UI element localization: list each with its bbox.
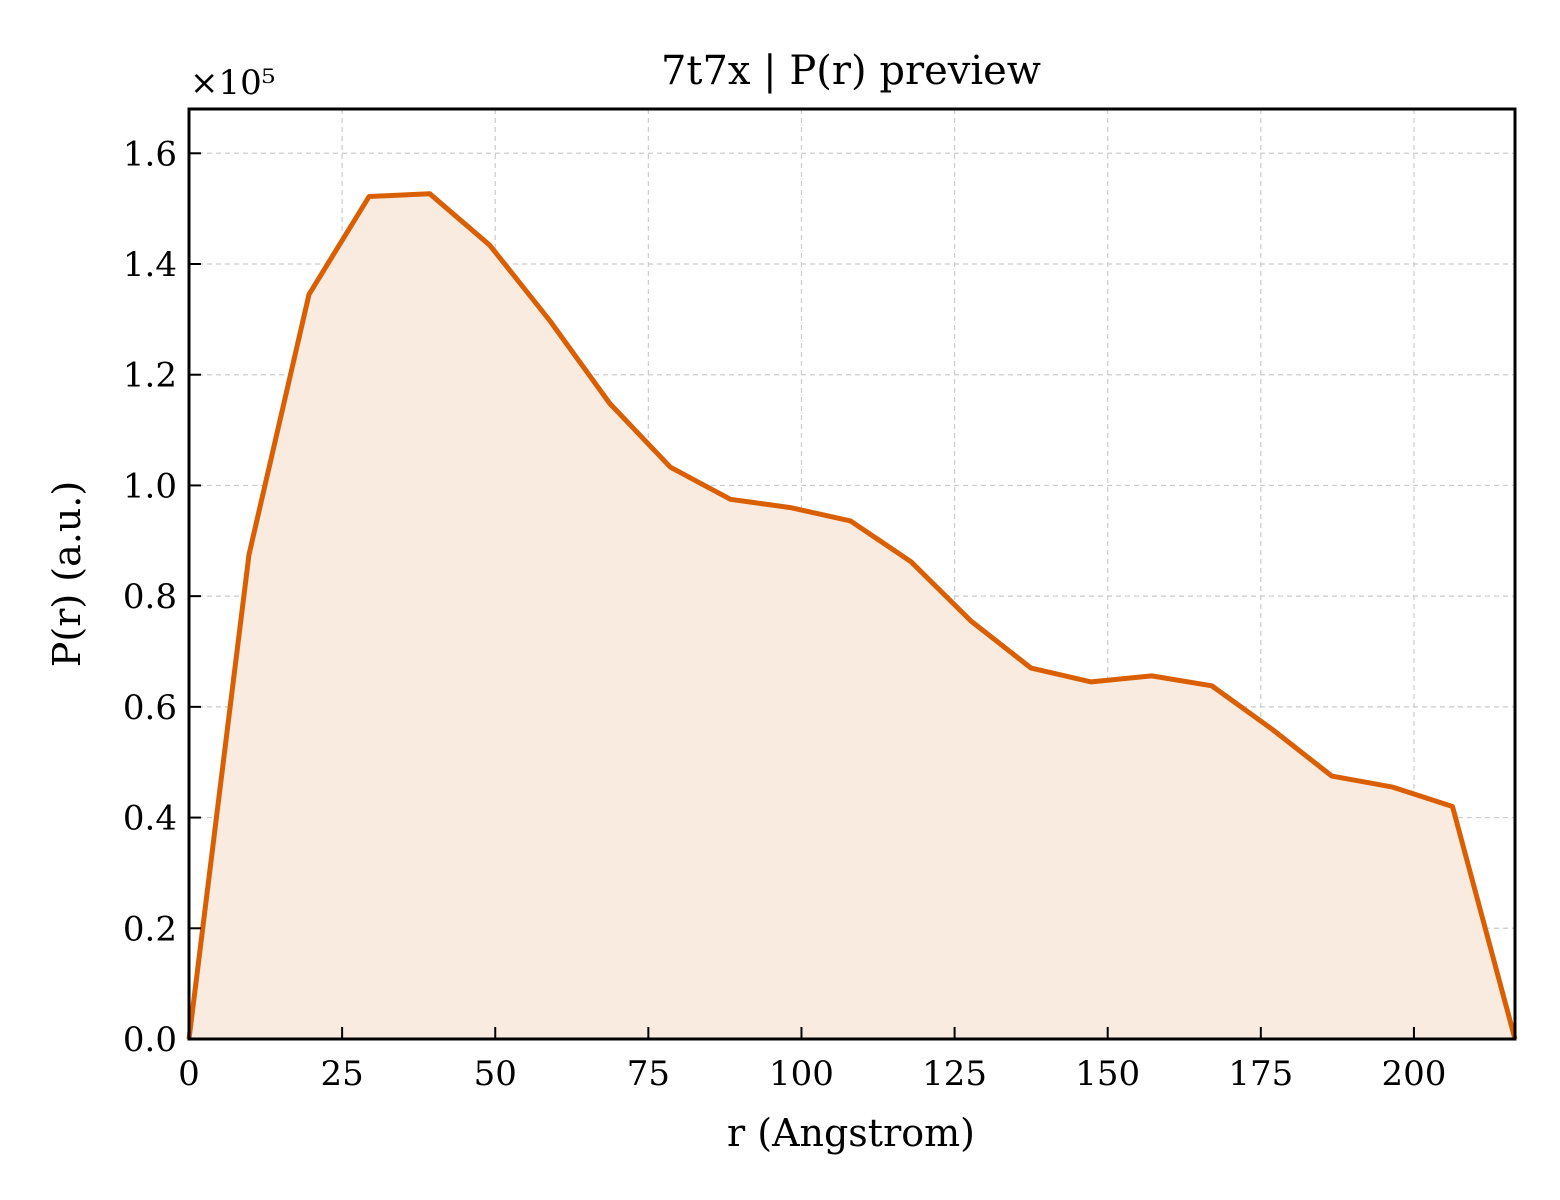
y-axis-ticks: 0.0 0.2 0.4 0.6 0.8 1.0 1.2 1.4 1.6 (123, 134, 201, 1060)
y-tick-label: 0.4 (123, 799, 177, 839)
x-tick-label: 175 (1228, 1054, 1293, 1094)
x-axis-label: r (Angstrom) (727, 1111, 975, 1155)
y-tick-label: 1.4 (123, 245, 177, 285)
x-tick-label: 100 (769, 1054, 834, 1094)
y-tick-label: 0.6 (123, 688, 177, 728)
y-tick-label: 1.0 (123, 466, 177, 506)
y-axis-scale-label: ×10⁵ (190, 63, 275, 103)
y-tick-label: 1.6 (123, 134, 177, 174)
x-tick-label: 25 (320, 1054, 363, 1094)
x-tick-label: 125 (922, 1054, 987, 1094)
chart-title: 7t7x | P(r) preview (661, 48, 1041, 94)
pr-area-fill (189, 193, 1515, 1039)
x-tick-label: 0 (178, 1054, 200, 1094)
x-tick-label: 50 (474, 1054, 517, 1094)
plot-frame (187, 107, 1517, 1041)
x-axis-ticks: 0 25 50 75 100 125 150 175 200 (178, 1027, 1446, 1094)
y-tick-label: 0.2 (123, 909, 177, 949)
y-tick-label: 0.0 (123, 1020, 177, 1060)
y-tick-label: 0.8 (123, 577, 177, 617)
pr-series-line (186, 191, 1518, 1040)
x-tick-label: 75 (627, 1054, 670, 1094)
x-tick-label: 200 (1381, 1054, 1446, 1094)
y-tick-label: 1.2 (123, 356, 177, 396)
y-axis-label: P(r) (a.u.) (45, 481, 89, 667)
x-tick-label: 150 (1075, 1054, 1140, 1094)
